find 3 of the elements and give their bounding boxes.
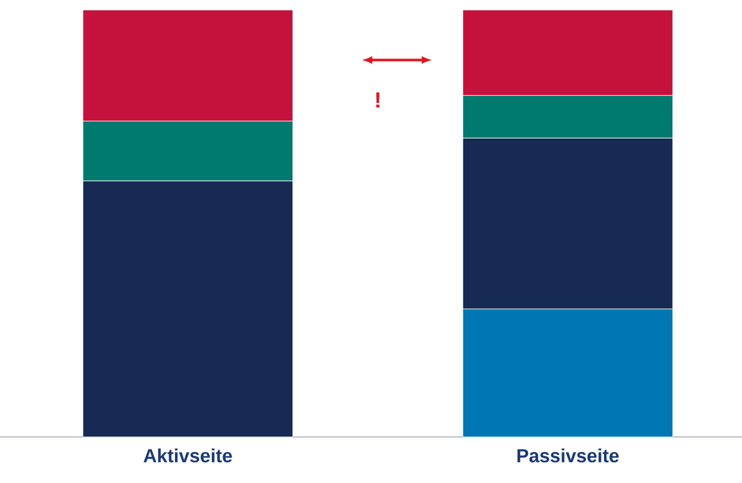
x-tick-label: Passivseite xyxy=(517,448,619,462)
x-tick-label: Aktivseite xyxy=(144,448,232,462)
annotation: ! xyxy=(376,92,380,108)
